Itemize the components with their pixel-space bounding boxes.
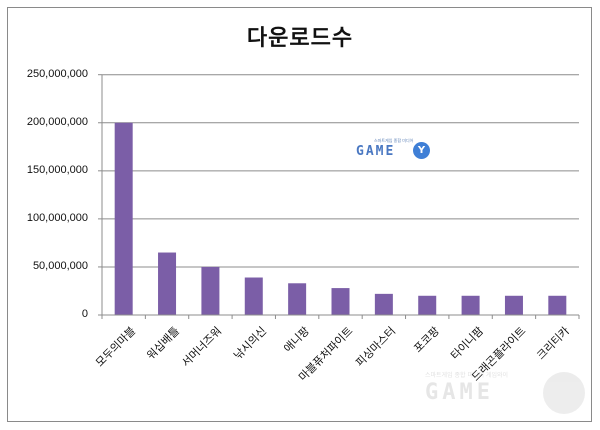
bar bbox=[201, 266, 220, 315]
y-tick-label: 50,000,000 bbox=[32, 259, 88, 272]
gamey-logo: 스마트게임 종합 미디어 GAME Y bbox=[356, 138, 456, 166]
y-tick-label: 150,000,000 bbox=[26, 163, 88, 176]
chart-title: 다운로드수 bbox=[246, 26, 354, 51]
axes bbox=[98, 74, 580, 319]
bar bbox=[114, 122, 133, 315]
y-tick-label: 100,000,000 bbox=[26, 211, 88, 224]
bar bbox=[244, 277, 263, 315]
watermark-tagline: 스마트게임 종합 미디어 게임와이 bbox=[425, 372, 509, 379]
gridlines bbox=[102, 74, 579, 268]
logo-badge-icon: Y bbox=[413, 142, 430, 159]
bar bbox=[504, 295, 523, 315]
bar bbox=[418, 295, 437, 315]
logo-text: GAME bbox=[356, 144, 396, 159]
y-tick-label: 200,000,000 bbox=[26, 115, 88, 128]
watermark-logo-icon bbox=[543, 372, 585, 414]
bar bbox=[158, 252, 177, 315]
bar bbox=[331, 288, 350, 315]
y-tick-label: 0 bbox=[81, 308, 88, 320]
bars bbox=[114, 122, 567, 315]
bar bbox=[374, 293, 393, 315]
chart-frame bbox=[7, 7, 592, 422]
logo-tagline: 스마트게임 종합 미디어 bbox=[374, 138, 414, 143]
bar bbox=[461, 295, 480, 315]
y-tick-label: 250,000,000 bbox=[26, 67, 88, 80]
bar bbox=[548, 295, 567, 315]
watermark: 스마트게임 종합 미디어 게임와이 GAME bbox=[425, 370, 595, 420]
watermark-text: GAME bbox=[425, 380, 494, 405]
bar bbox=[288, 283, 307, 315]
